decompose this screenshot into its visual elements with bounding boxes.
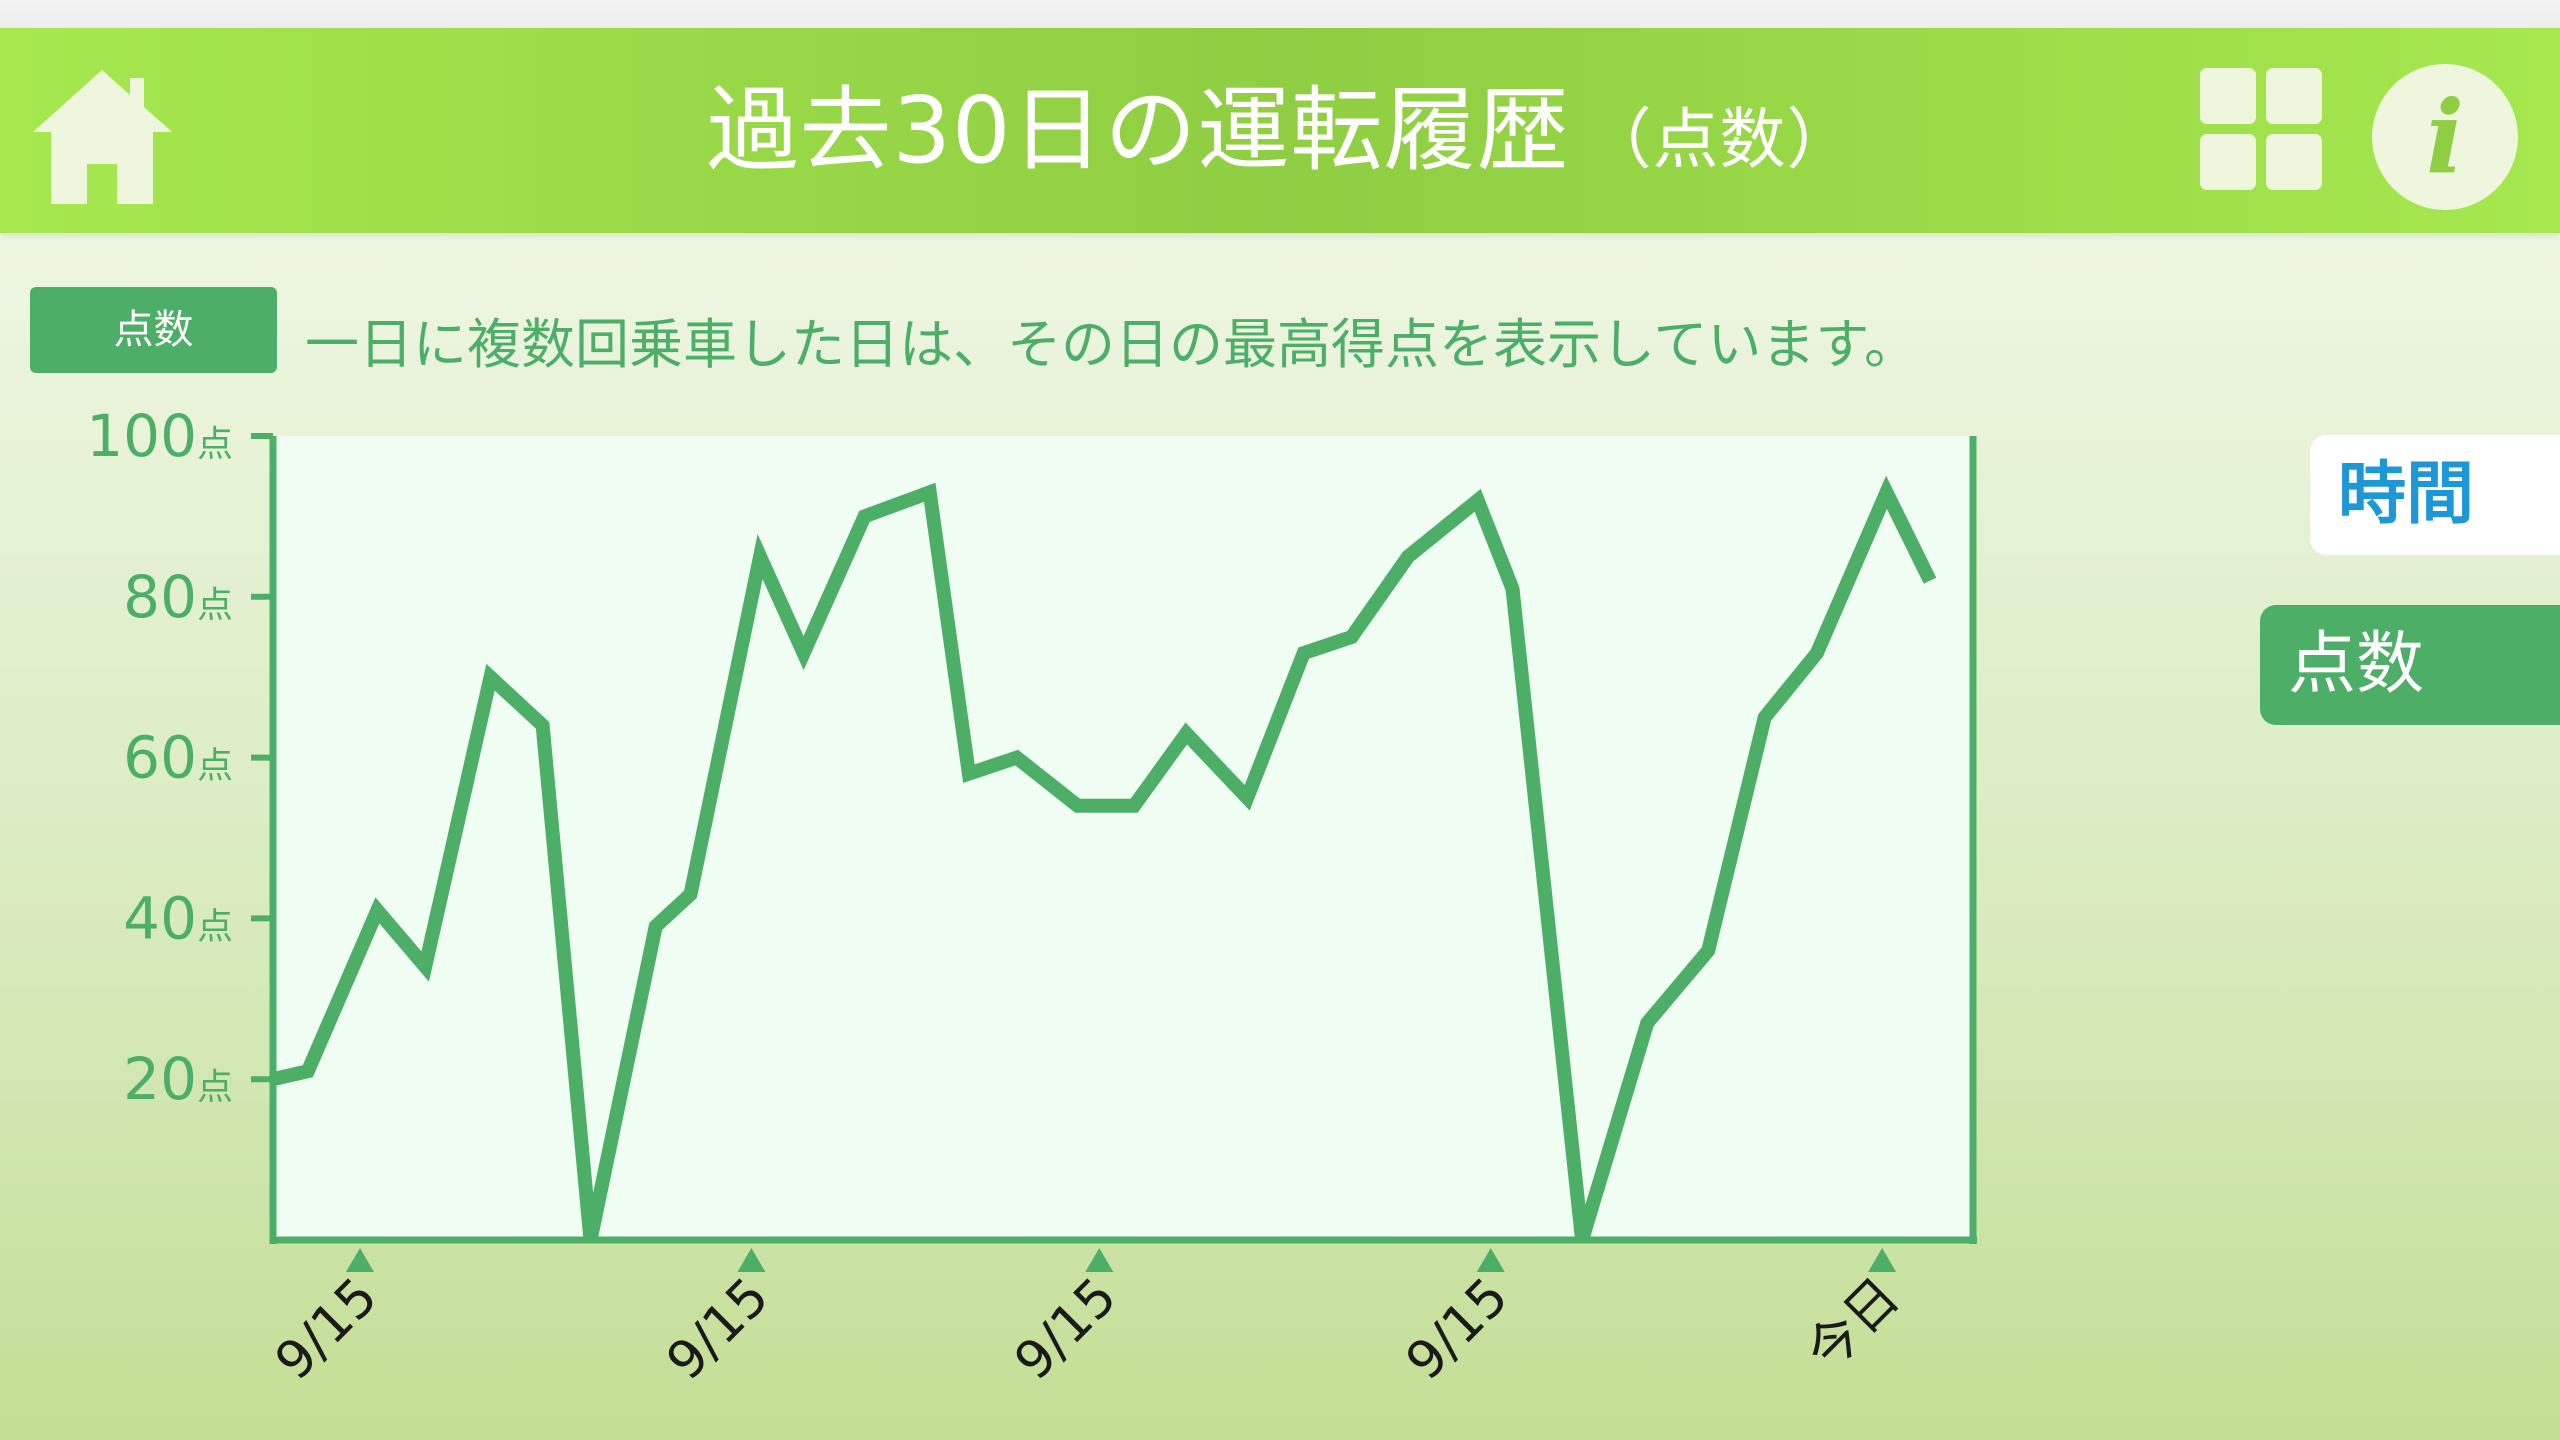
page-title-main: 過去30日の運転履歴 xyxy=(706,77,1570,184)
x-tick-label: 9/15 xyxy=(656,1267,781,1392)
y-tick-label: 80点 xyxy=(123,563,233,631)
y-tick-label: 60点 xyxy=(123,724,233,792)
grid-icon[interactable] xyxy=(2200,68,2325,193)
page-title-sub: （点数） xyxy=(1585,101,1854,178)
y-tick-unit: 点 xyxy=(197,1067,233,1108)
status-strip xyxy=(0,0,2560,28)
grid-cell xyxy=(2266,134,2322,190)
info-icon[interactable]: i xyxy=(2372,64,2518,210)
grid-cell xyxy=(2266,68,2322,124)
y-tick-unit: 点 xyxy=(197,585,233,626)
tab-time[interactable]: 時間 xyxy=(2310,435,2560,555)
metric-badge: 点数 xyxy=(30,287,277,373)
page-title: 過去30日の運転履歴 （点数） xyxy=(0,28,2560,233)
y-tick-unit: 点 xyxy=(197,746,233,787)
grid-cell xyxy=(2200,68,2256,124)
app-header: 過去30日の運転履歴 （点数） i xyxy=(0,28,2560,233)
x-tick-marker xyxy=(1868,1248,1897,1272)
y-tick-label: 100点 xyxy=(86,402,233,470)
x-tick-label: 今日 xyxy=(1795,1267,1911,1383)
y-tick-value: 80 xyxy=(123,563,197,631)
x-tick-label: 9/15 xyxy=(1004,1267,1129,1392)
tab-score[interactable]: 点数 xyxy=(2260,605,2560,725)
x-tick-label: 9/15 xyxy=(1395,1267,1520,1392)
home-icon[interactable] xyxy=(30,66,175,206)
y-tick-unit: 点 xyxy=(197,906,233,947)
y-tick-label: 20点 xyxy=(123,1045,233,1113)
y-tick-unit: 点 xyxy=(197,424,233,465)
grid-cell xyxy=(2200,134,2256,190)
x-tick-marker xyxy=(1085,1248,1114,1272)
x-tick-label: 9/15 xyxy=(264,1267,389,1392)
x-tick-marker xyxy=(737,1248,766,1272)
score-series-line xyxy=(271,475,1937,1243)
y-tick-value: 100 xyxy=(86,402,197,470)
plot-area xyxy=(273,436,1973,1240)
y-tick-value: 40 xyxy=(123,884,197,952)
x-tick-marker xyxy=(345,1248,374,1272)
chart-note: 一日に複数回乗車した日は、その日の最高得点を表示しています。 xyxy=(305,313,1918,376)
y-tick-value: 60 xyxy=(123,724,197,792)
x-tick-marker xyxy=(1476,1248,1505,1272)
info-glyph: i xyxy=(2426,78,2464,196)
y-tick-value: 20 xyxy=(123,1045,197,1113)
y-tick-label: 40点 xyxy=(123,884,233,952)
